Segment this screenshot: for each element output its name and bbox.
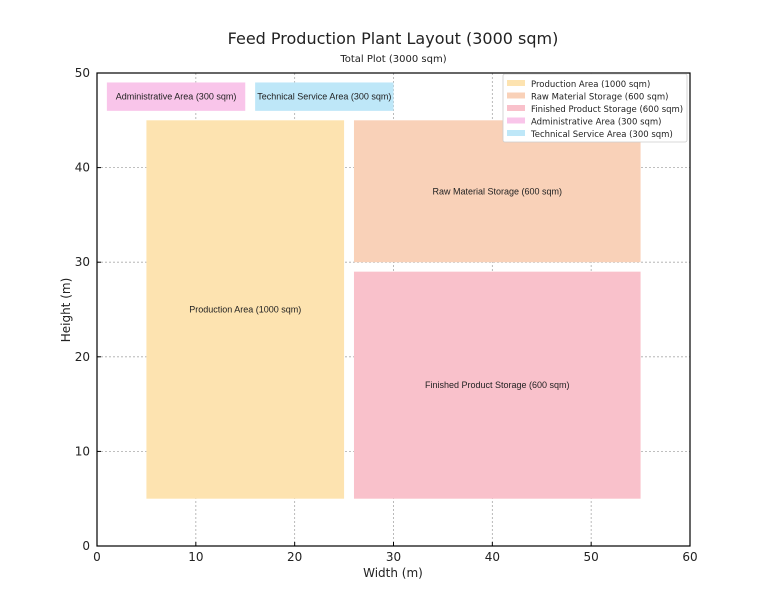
x-tick-label: 30 — [386, 550, 401, 564]
legend-entry: Technical Service Area (300 sqm) — [530, 130, 673, 140]
total-area-annotation: Total Plot (3000 sqm) — [339, 54, 446, 65]
legend-entry: Finished Product Storage (600 sqm) — [531, 105, 683, 115]
axis-ticks: 0 10 20 30 40 50 60 0 10 20 30 40 50 — [75, 66, 698, 564]
area-label: Finished Product Storage (600 sqm) — [425, 380, 570, 390]
x-axis-label: Width (m) — [363, 566, 423, 580]
x-tick-label: 40 — [485, 550, 500, 564]
legend-entry: Production Area (1000 sqm) — [531, 80, 650, 90]
area-rect-3 — [106, 82, 246, 111]
area-rect-4 — [255, 82, 394, 111]
legend-swatch — [507, 130, 525, 136]
x-tick-label: 50 — [584, 550, 599, 564]
x-tick-label: 10 — [188, 550, 203, 564]
y-tick-label: 40 — [75, 161, 90, 175]
y-tick-label: 20 — [75, 350, 90, 364]
y-tick-label: 10 — [75, 444, 90, 458]
x-tick-label: 20 — [287, 550, 302, 564]
y-tick-label: 50 — [75, 66, 90, 80]
y-tick-label: 30 — [75, 255, 90, 269]
area-rect-2 — [353, 271, 641, 499]
legend-swatch — [507, 105, 525, 111]
area-label: Technical Service Area (300 sqm) — [257, 92, 391, 102]
area-rect-0 — [146, 120, 345, 499]
y-tick-label: 0 — [82, 539, 90, 553]
legend-entry: Raw Material Storage (600 sqm) — [531, 93, 668, 103]
area-rect-1 — [353, 120, 641, 263]
area-label: Production Area (1000 sqm) — [189, 305, 301, 315]
legend-swatch — [507, 117, 525, 124]
legend: Production Area (1000 sqm) Raw Material S… — [502, 73, 688, 143]
area-label: Raw Material Storage (600 sqm) — [432, 186, 562, 196]
legend-box — [502, 73, 688, 143]
legend-swatch — [507, 80, 525, 86]
legend-entry: Administrative Area (300 sqm) — [531, 118, 662, 128]
area-rectangles: Production Area (1000 sqm) Raw Material S… — [106, 82, 641, 499]
x-tick-label: 0 — [93, 550, 101, 564]
y-axis-label: Height (m) — [59, 278, 73, 343]
legend-swatch — [507, 92, 525, 99]
area-label: Administrative Area (300 sqm) — [116, 92, 237, 102]
x-tick-label: 60 — [682, 550, 697, 564]
chart-title: Feed Production Plant Layout (3000 sqm) — [228, 29, 559, 48]
